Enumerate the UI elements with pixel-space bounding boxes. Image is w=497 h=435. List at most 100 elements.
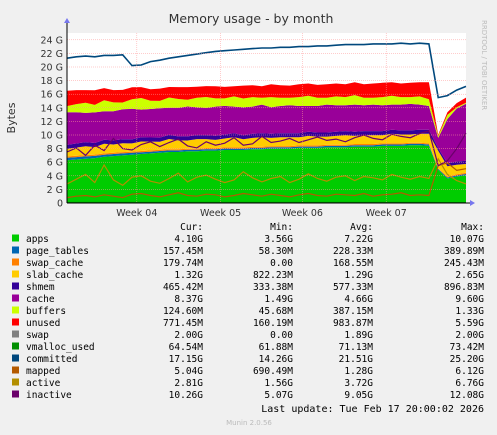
y-tick-label: 6 G	[47, 158, 63, 169]
legend-value-min: 160.19M	[253, 318, 293, 329]
legend-label: page_tables	[26, 246, 89, 257]
y-tick-label: 14 G	[41, 103, 63, 114]
legend-row-unused: unused 771.45M 160.19M 983.87M 5.59G	[12, 318, 484, 329]
legend-value-avg: 1.28G	[344, 366, 373, 377]
legend-swatch	[12, 307, 19, 314]
legend-value-cur: 8.37G	[174, 294, 203, 305]
legend-label: vmalloc_used	[26, 342, 95, 353]
legend-value-max: 10.07G	[450, 234, 485, 245]
legend-label: unused	[26, 318, 60, 329]
legend-header: Avg:	[350, 222, 373, 233]
y-tick-label: 4 G	[47, 171, 63, 182]
legend-label: apps	[26, 234, 49, 245]
legend-value-cur: 2.00G	[174, 330, 203, 341]
legend-value-avg: 168.55M	[333, 258, 373, 269]
y-tick-label: 24 G	[41, 35, 63, 46]
legend-value-avg: 983.87M	[333, 318, 373, 329]
legend-swatch	[12, 235, 19, 242]
legend-swatch	[12, 271, 19, 278]
stacked-areas	[67, 82, 466, 203]
legend-value-avg: 21.51G	[339, 354, 374, 365]
last-update-text: Last update: Tue Feb 17 20:00:02 2026	[261, 404, 484, 415]
y-axis-arrow	[64, 18, 70, 23]
legend-value-min: 1.49G	[264, 294, 293, 305]
y-tick-label: 8 G	[47, 144, 63, 155]
legend-value-avg: 9.05G	[344, 390, 373, 401]
legend-label: inactive	[26, 390, 72, 401]
legend-label: buffers	[26, 306, 66, 317]
legend-swatch	[12, 355, 19, 362]
legend-value-min: 0.00	[270, 258, 293, 269]
legend-value-cur: 10.26G	[169, 390, 204, 401]
legend-label: swap	[26, 330, 49, 341]
x-tick-label: Week 07	[366, 208, 407, 219]
legend-value-cur: 5.04G	[174, 366, 203, 377]
legend-value-min: 58.30M	[259, 246, 294, 257]
legend-swatch	[12, 259, 19, 266]
legend-value-min: 14.26G	[259, 354, 294, 365]
y-axis-label: Bytes	[5, 102, 18, 133]
legend-label: slab_cache	[26, 270, 83, 281]
legend-value-avg: 577.33M	[333, 282, 373, 293]
y-tick-label: 12 G	[41, 117, 63, 128]
legend-value-min: 1.56G	[264, 378, 293, 389]
x-tick-label: Week 06	[282, 208, 323, 219]
legend-value-cur: 2.81G	[174, 378, 203, 389]
legend-value-avg: 7.22G	[344, 234, 373, 245]
y-tick-label: 18 G	[41, 76, 63, 87]
legend-swatch	[12, 367, 19, 374]
legend-value-cur: 465.42M	[163, 282, 203, 293]
legend-label: swap_cache	[26, 258, 83, 269]
x-tick-label: Week 05	[200, 208, 241, 219]
legend-value-avg: 71.13M	[339, 342, 374, 353]
legend-value-max: 389.89M	[444, 246, 484, 257]
chart-title: Memory usage - by month	[169, 11, 334, 26]
legend-value-min: 45.68M	[259, 306, 294, 317]
legend-value-max: 2.00G	[455, 330, 484, 341]
y-tick-label: 20 G	[41, 63, 63, 74]
rrdtool-watermark: RRDTOOL / TOBI OETIKER	[480, 20, 488, 110]
legend-value-cur: 64.54M	[169, 342, 204, 353]
legend-value-cur: 771.45M	[163, 318, 203, 329]
legend-swatch	[12, 319, 19, 326]
legend-label: mapped	[26, 366, 60, 377]
legend-value-max: 6.12G	[455, 366, 484, 377]
legend-value-min: 61.88M	[259, 342, 294, 353]
legend-swatch	[12, 283, 19, 290]
legend-value-min: 3.56G	[264, 234, 293, 245]
legend-value-max: 25.20G	[450, 354, 485, 365]
x-axis-arrow	[470, 200, 475, 206]
legend-value-cur: 179.74M	[163, 258, 203, 269]
legend-value-avg: 3.72G	[344, 378, 373, 389]
legend-value-avg: 387.15M	[333, 306, 373, 317]
legend-value-max: 6.76G	[455, 378, 484, 389]
legend-row-vmalloc-used: vmalloc_used 64.54M 61.88M 71.13M 73.42M	[12, 342, 484, 353]
legend-header: Max:	[461, 222, 484, 233]
legend-value-min: 333.38M	[253, 282, 293, 293]
legend-value-max: 5.59G	[455, 318, 484, 329]
legend-value-avg: 1.29G	[344, 270, 373, 281]
legend-swatch	[12, 295, 19, 302]
legend-value-cur: 124.60M	[163, 306, 203, 317]
legend-value-min: 0.00	[270, 330, 293, 341]
legend-value-max: 73.42M	[450, 342, 485, 353]
legend-label: shmem	[26, 282, 55, 293]
y-tick-label: 16 G	[41, 90, 63, 101]
legend-value-max: 12.08G	[450, 390, 485, 401]
legend-label: committed	[26, 354, 77, 365]
legend-swatch	[12, 379, 19, 386]
legend-swatch	[12, 247, 19, 254]
